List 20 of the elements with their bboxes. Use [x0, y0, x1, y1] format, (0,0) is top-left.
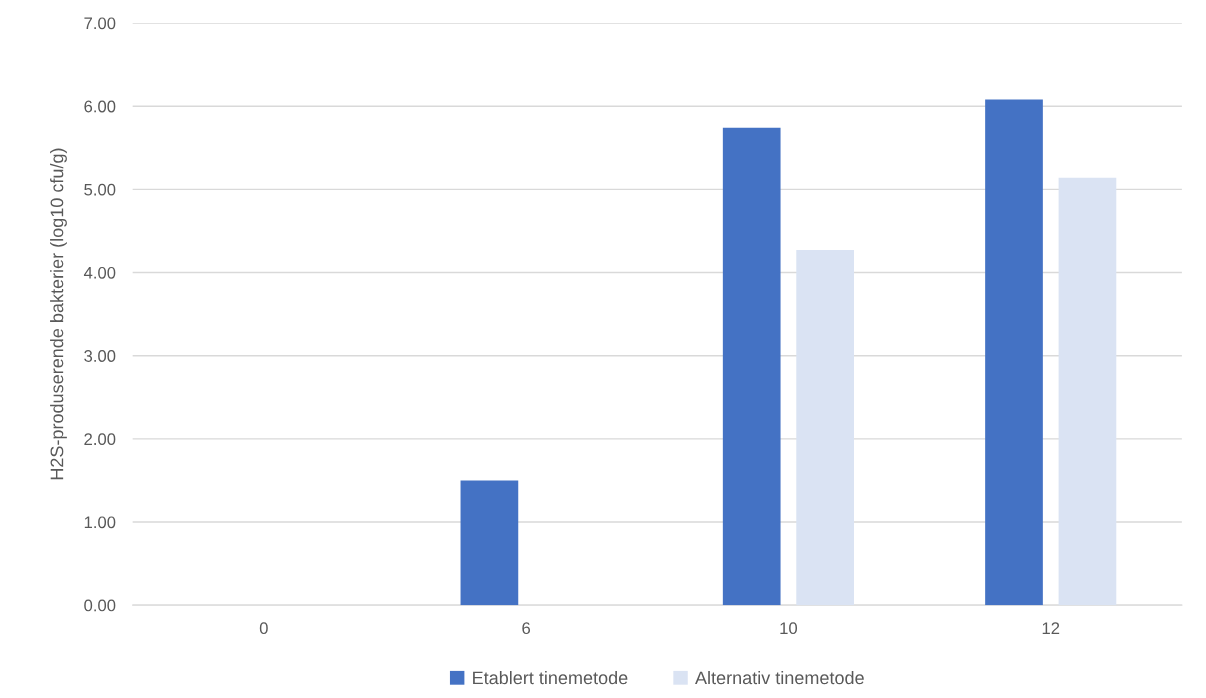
y-tick-label: 0.00 [84, 599, 116, 612]
y-tick-label: 7.00 [84, 17, 116, 30]
legend-label: Etablert tinemetode [473, 670, 628, 685]
bar [722, 127, 781, 606]
bar [1058, 177, 1117, 606]
y-tick-label: 6.00 [84, 100, 116, 113]
x-tick-label: 6 [522, 622, 531, 635]
x-tick-label: 12 [1042, 622, 1060, 634]
y-tick-label: 1.00 [84, 516, 116, 529]
legend-label: Alternativ tinemetode [695, 670, 864, 685]
bar [796, 250, 854, 606]
y-tick-label: 3.00 [84, 350, 116, 362]
x-tick-label: 10 [780, 622, 798, 635]
y-tick-label: 4.00 [83, 266, 116, 279]
y-tick-label: 5.00 [84, 183, 116, 196]
y-tick-label: 2.00 [84, 433, 116, 446]
y-axis-title: H2S-produserende bakterier (log10 cfu/g) [50, 148, 67, 480]
bar [460, 480, 519, 606]
bar [985, 99, 1043, 606]
x-tick-label: 0 [259, 622, 268, 635]
